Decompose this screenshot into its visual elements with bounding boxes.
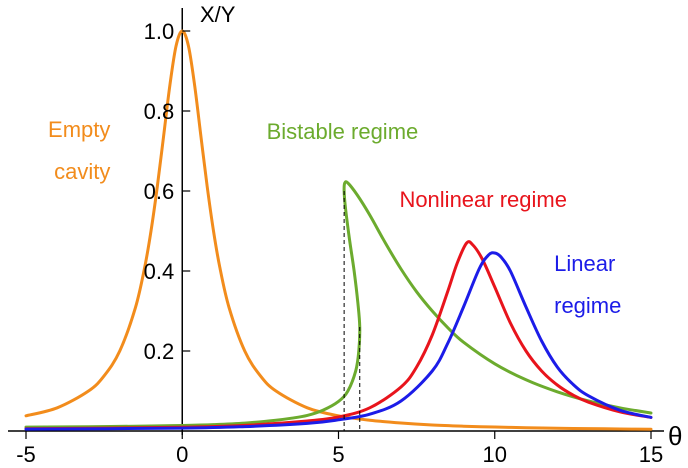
series-line-empty-cavity xyxy=(24,29,653,431)
series-line-nonlinear-regime xyxy=(24,240,653,431)
y-tick-label: 0.4 xyxy=(144,259,175,284)
x-axis-label: θ xyxy=(668,421,682,451)
y-tick-label: 0.8 xyxy=(144,99,175,124)
x-tick-label: 10 xyxy=(483,442,507,467)
series-line-bistable-regime xyxy=(24,180,653,429)
y-tick-label: 0.6 xyxy=(144,179,175,204)
tick-labels: -5 0 5 10 15 0.2 0.4 0.6 0.8 1.0 xyxy=(16,19,663,467)
y-axis-label: X/Y xyxy=(200,2,236,27)
annotation-empty-cavity: cavity xyxy=(54,159,110,184)
annotation-empty-cavity: Empty xyxy=(48,117,110,142)
annotation-linear-regime: regime xyxy=(554,293,621,318)
x-tick-label: -5 xyxy=(16,442,36,467)
x-tick-label: 0 xyxy=(176,442,188,467)
series-line-linear-regime xyxy=(24,251,653,431)
annotation-linear-regime: Linear xyxy=(554,251,615,276)
series-annotations: Empty cavity Bistable regime Nonlinear regi… xyxy=(48,117,621,318)
series-layer xyxy=(24,29,653,431)
annotation-nonlinear-regime: Nonlinear regime xyxy=(399,187,567,212)
x-tick-label: 15 xyxy=(639,442,663,467)
y-tick-label: 0.2 xyxy=(144,339,175,364)
y-tick-label: 1.0 xyxy=(144,19,175,44)
x-tick-label: 5 xyxy=(332,442,344,467)
axes xyxy=(8,8,664,435)
annotation-bistable-regime: Bistable regime xyxy=(267,119,419,144)
dashed-markers xyxy=(343,191,361,431)
